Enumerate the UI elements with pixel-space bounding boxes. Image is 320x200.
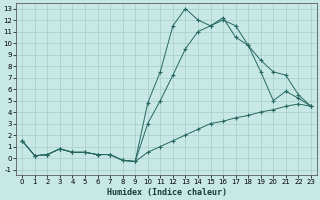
X-axis label: Humidex (Indice chaleur): Humidex (Indice chaleur) [107,188,227,197]
